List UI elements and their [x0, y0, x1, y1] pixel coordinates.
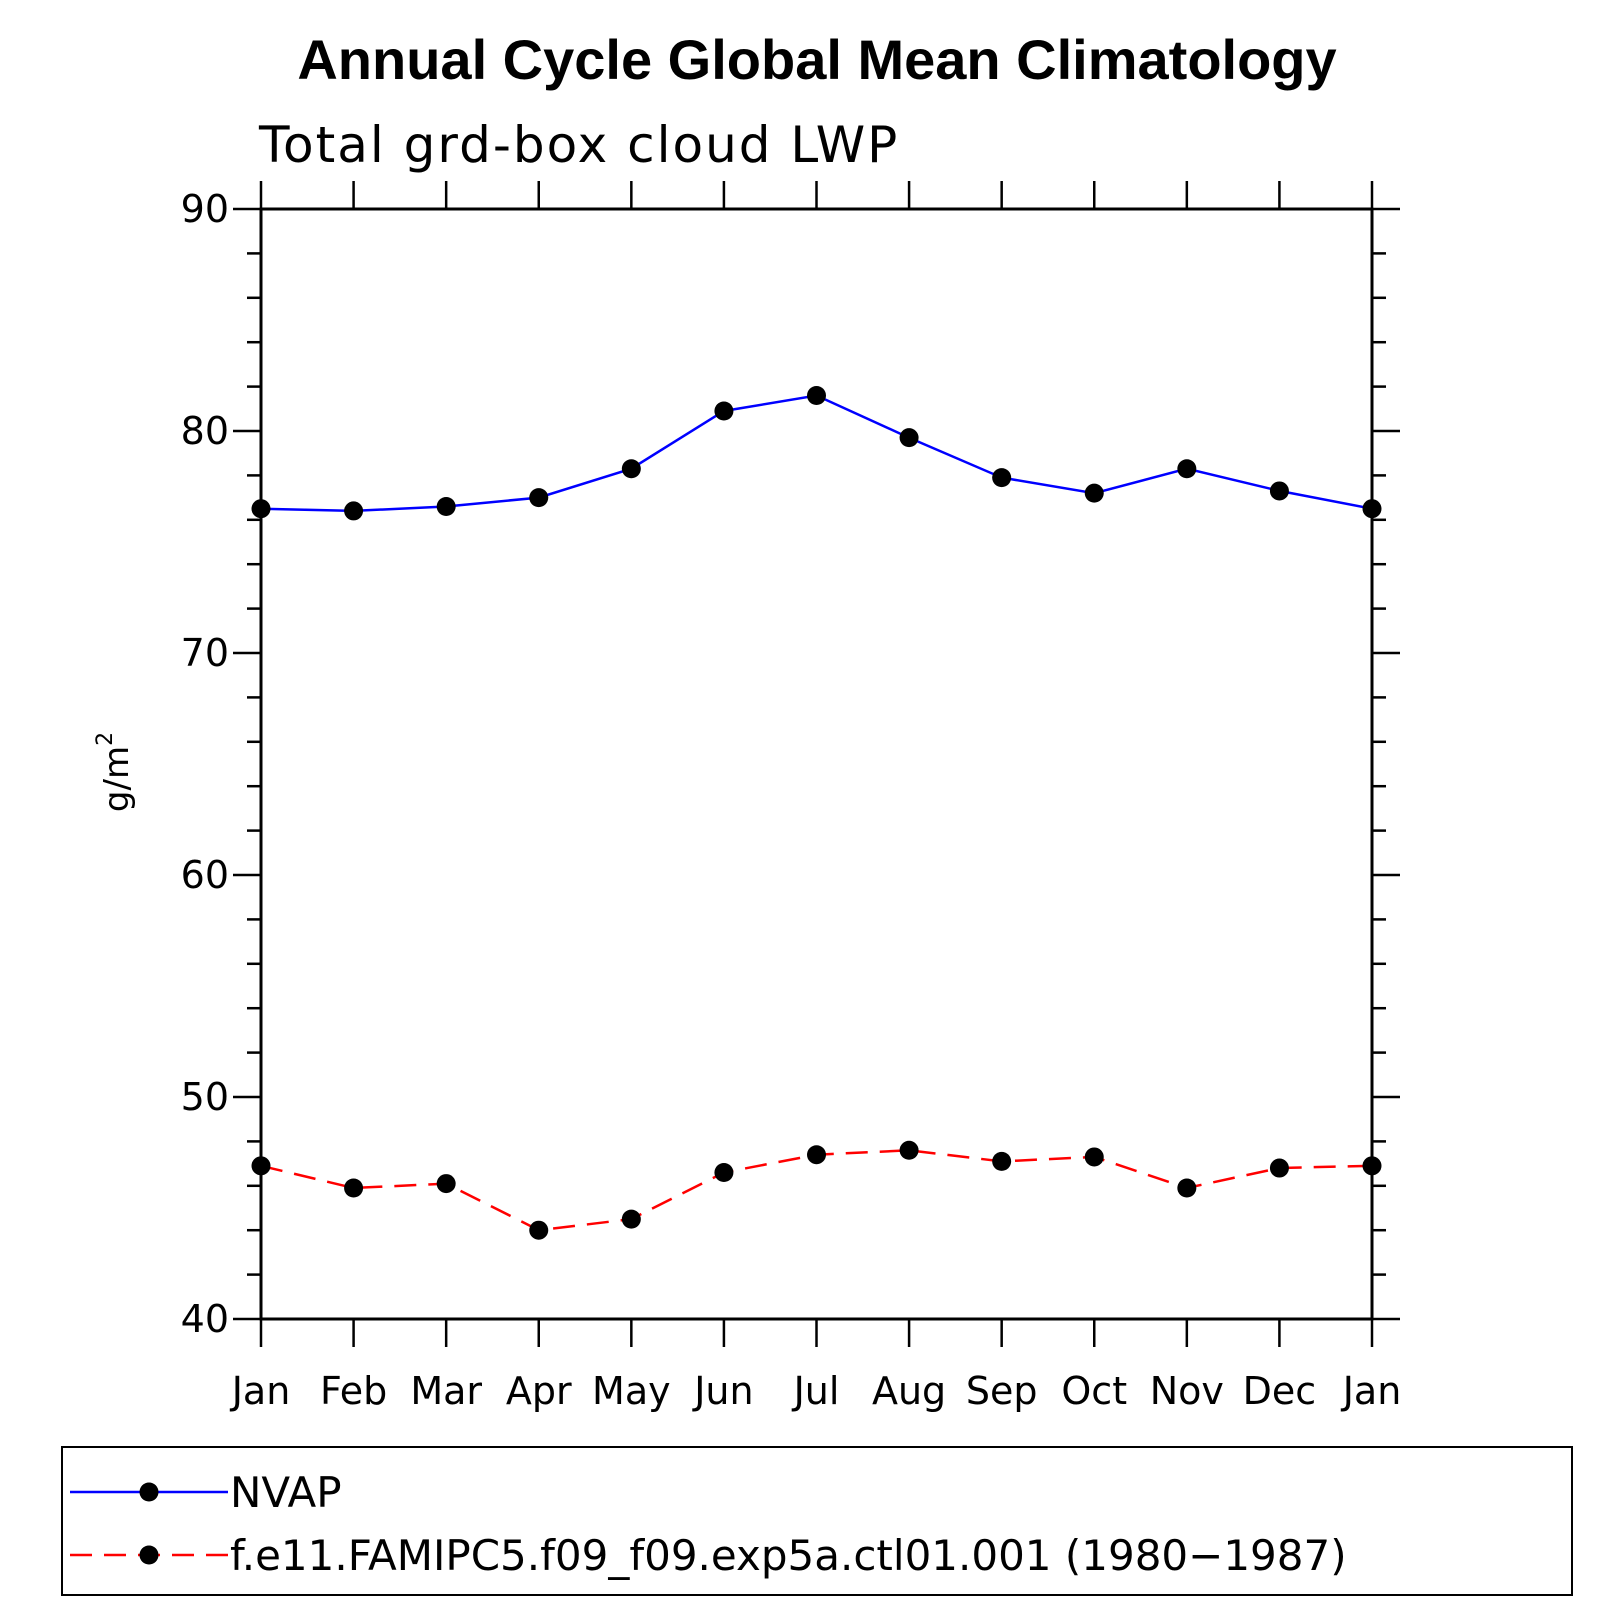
x-tick-label: Jan — [230, 1369, 291, 1413]
legend-marker-0 — [139, 1482, 159, 1502]
legend-label-0: NVAP — [230, 1468, 342, 1517]
series-0-point — [344, 501, 364, 521]
x-tick-label: May — [592, 1369, 671, 1413]
x-tick-label: Nov — [1150, 1369, 1224, 1413]
series-0-point — [807, 385, 826, 405]
y-tick-labels: 40 50 60 70 80 90 — [181, 187, 229, 1341]
x-tick-label: Mar — [410, 1369, 482, 1413]
series-1-point — [621, 1209, 641, 1229]
series-1-point — [251, 1156, 271, 1176]
series-0-point — [899, 428, 919, 448]
series-1-point — [1269, 1158, 1289, 1178]
chart-title: Annual Cycle Global Mean Climatology — [297, 28, 1336, 91]
series-1-point — [1362, 1156, 1382, 1176]
svg-text:g/m2: g/m2 — [93, 732, 137, 812]
y-tick-label: 50 — [181, 1075, 229, 1119]
series-1-point — [807, 1145, 826, 1165]
x-tick-labels: Jan Feb Mar Apr May Jun Jul Aug Sep Oct Nov Dec Jan — [230, 1369, 1402, 1413]
series-0-point — [992, 468, 1012, 488]
x-tick-label: Oct — [1061, 1369, 1127, 1413]
series-1-point — [992, 1151, 1012, 1171]
series-0-point — [1084, 483, 1104, 503]
series-markers — [251, 385, 1382, 1240]
legend-label-1: f.e11.FAMIPC5.f09_f09.exp5a.ctl01.001 (1… — [230, 1531, 1347, 1580]
chart-subtitle: Total grd-box cloud LWP — [258, 116, 899, 174]
series-0-point — [436, 496, 456, 516]
y-tick-label: 40 — [181, 1297, 229, 1341]
y-axis-label-superscript: 2 — [93, 732, 118, 746]
x-tick-label: Jul — [792, 1369, 840, 1413]
series-1-point — [1084, 1147, 1104, 1167]
x-tick-label: Apr — [506, 1369, 572, 1413]
y-tick-label: 60 — [181, 853, 229, 897]
series-0-point — [1177, 459, 1197, 479]
axis-ticks — [233, 181, 1400, 1347]
y-tick-label: 70 — [181, 631, 229, 675]
legend: NVAP f.e11.FAMIPC5.f09_f09.exp5a.ctl01.00… — [70, 1468, 1347, 1580]
series-0-point — [1362, 499, 1382, 519]
series-0-point — [251, 499, 271, 519]
series-1-point — [436, 1174, 456, 1194]
legend-marker-1 — [139, 1545, 159, 1565]
x-tick-label: Aug — [872, 1369, 946, 1413]
x-tick-label: Feb — [320, 1369, 387, 1413]
x-tick-label: Jan — [1341, 1369, 1402, 1413]
series-line-0 — [260, 394, 1373, 513]
series-0-point — [714, 401, 734, 421]
series-1-point — [1177, 1178, 1197, 1198]
y-axis-label-text: g/m — [97, 746, 137, 812]
x-tick-label: Sep — [966, 1369, 1038, 1413]
series-1-point — [344, 1178, 364, 1198]
y-tick-label: 80 — [181, 409, 229, 453]
x-tick-label: Dec — [1243, 1369, 1317, 1413]
series-0-point — [621, 459, 641, 479]
x-tick-label: Jun — [692, 1369, 753, 1413]
legend-box — [61, 1446, 1573, 1596]
series-lines — [260, 394, 1373, 1232]
y-tick-label: 90 — [181, 187, 229, 231]
series-1-point — [529, 1220, 549, 1240]
series-0-point — [1269, 481, 1289, 501]
y-axis-label: g/m2 — [93, 732, 137, 812]
series-1-point — [899, 1140, 919, 1160]
series-0-point — [529, 488, 549, 508]
series-1-point — [714, 1162, 734, 1182]
